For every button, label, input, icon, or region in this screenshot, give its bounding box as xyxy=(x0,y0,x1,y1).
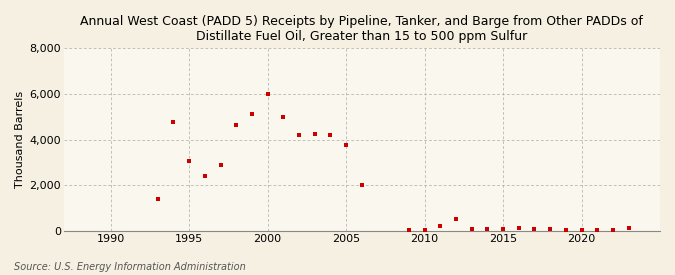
Point xyxy=(576,228,587,232)
Point xyxy=(184,159,194,163)
Point xyxy=(153,197,163,201)
Point xyxy=(529,227,540,232)
Point xyxy=(514,226,524,230)
Point xyxy=(278,114,289,119)
Point xyxy=(404,228,414,232)
Point xyxy=(545,227,556,231)
Y-axis label: Thousand Barrels: Thousand Barrels xyxy=(15,91,25,188)
Point xyxy=(435,224,446,228)
Point xyxy=(262,92,273,96)
Point xyxy=(482,227,493,231)
Point xyxy=(309,132,320,136)
Point xyxy=(466,227,477,232)
Point xyxy=(419,228,430,232)
Point xyxy=(450,217,461,222)
Point xyxy=(592,227,603,232)
Point xyxy=(325,133,335,137)
Point xyxy=(199,174,210,178)
Point xyxy=(341,143,352,147)
Point xyxy=(294,133,304,137)
Point xyxy=(246,112,257,117)
Text: Source: U.S. Energy Information Administration: Source: U.S. Energy Information Administ… xyxy=(14,262,245,272)
Title: Annual West Coast (PADD 5) Receipts by Pipeline, Tanker, and Barge from Other PA: Annual West Coast (PADD 5) Receipts by P… xyxy=(80,15,643,43)
Point xyxy=(168,120,179,125)
Point xyxy=(215,163,226,167)
Point xyxy=(608,228,618,232)
Point xyxy=(356,183,367,187)
Point xyxy=(560,228,571,232)
Point xyxy=(231,122,242,127)
Point xyxy=(623,226,634,231)
Point xyxy=(497,227,508,231)
